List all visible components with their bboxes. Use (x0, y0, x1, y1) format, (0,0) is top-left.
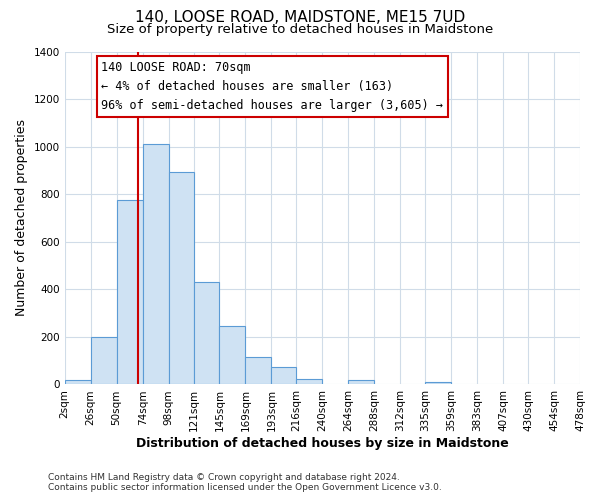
Bar (349, 380, 374, 384)
Bar (296, 378, 322, 384)
Text: Contains HM Land Registry data © Crown copyright and database right 2024.
Contai: Contains HM Land Registry data © Crown c… (48, 473, 442, 492)
Bar (271, 368, 296, 384)
X-axis label: Distribution of detached houses by size in Maidstone: Distribution of detached houses by size … (136, 437, 509, 450)
Bar (425, 382, 451, 384)
Bar (193, 282, 220, 384)
Text: Size of property relative to detached houses in Maidstone: Size of property relative to detached ho… (107, 22, 493, 36)
Bar (220, 326, 245, 384)
Text: 140 LOOSE ROAD: 70sqm
← 4% of detached houses are smaller (163)
96% of semi-deta: 140 LOOSE ROAD: 70sqm ← 4% of detached h… (101, 61, 443, 112)
Bar (143, 144, 169, 384)
Y-axis label: Number of detached properties: Number of detached properties (15, 120, 28, 316)
Bar (65, 380, 91, 384)
Bar (245, 357, 271, 384)
Bar (169, 172, 193, 384)
Bar (91, 337, 116, 384)
Text: 140, LOOSE ROAD, MAIDSTONE, ME15 7UD: 140, LOOSE ROAD, MAIDSTONE, ME15 7UD (135, 10, 465, 25)
Bar (116, 200, 143, 384)
